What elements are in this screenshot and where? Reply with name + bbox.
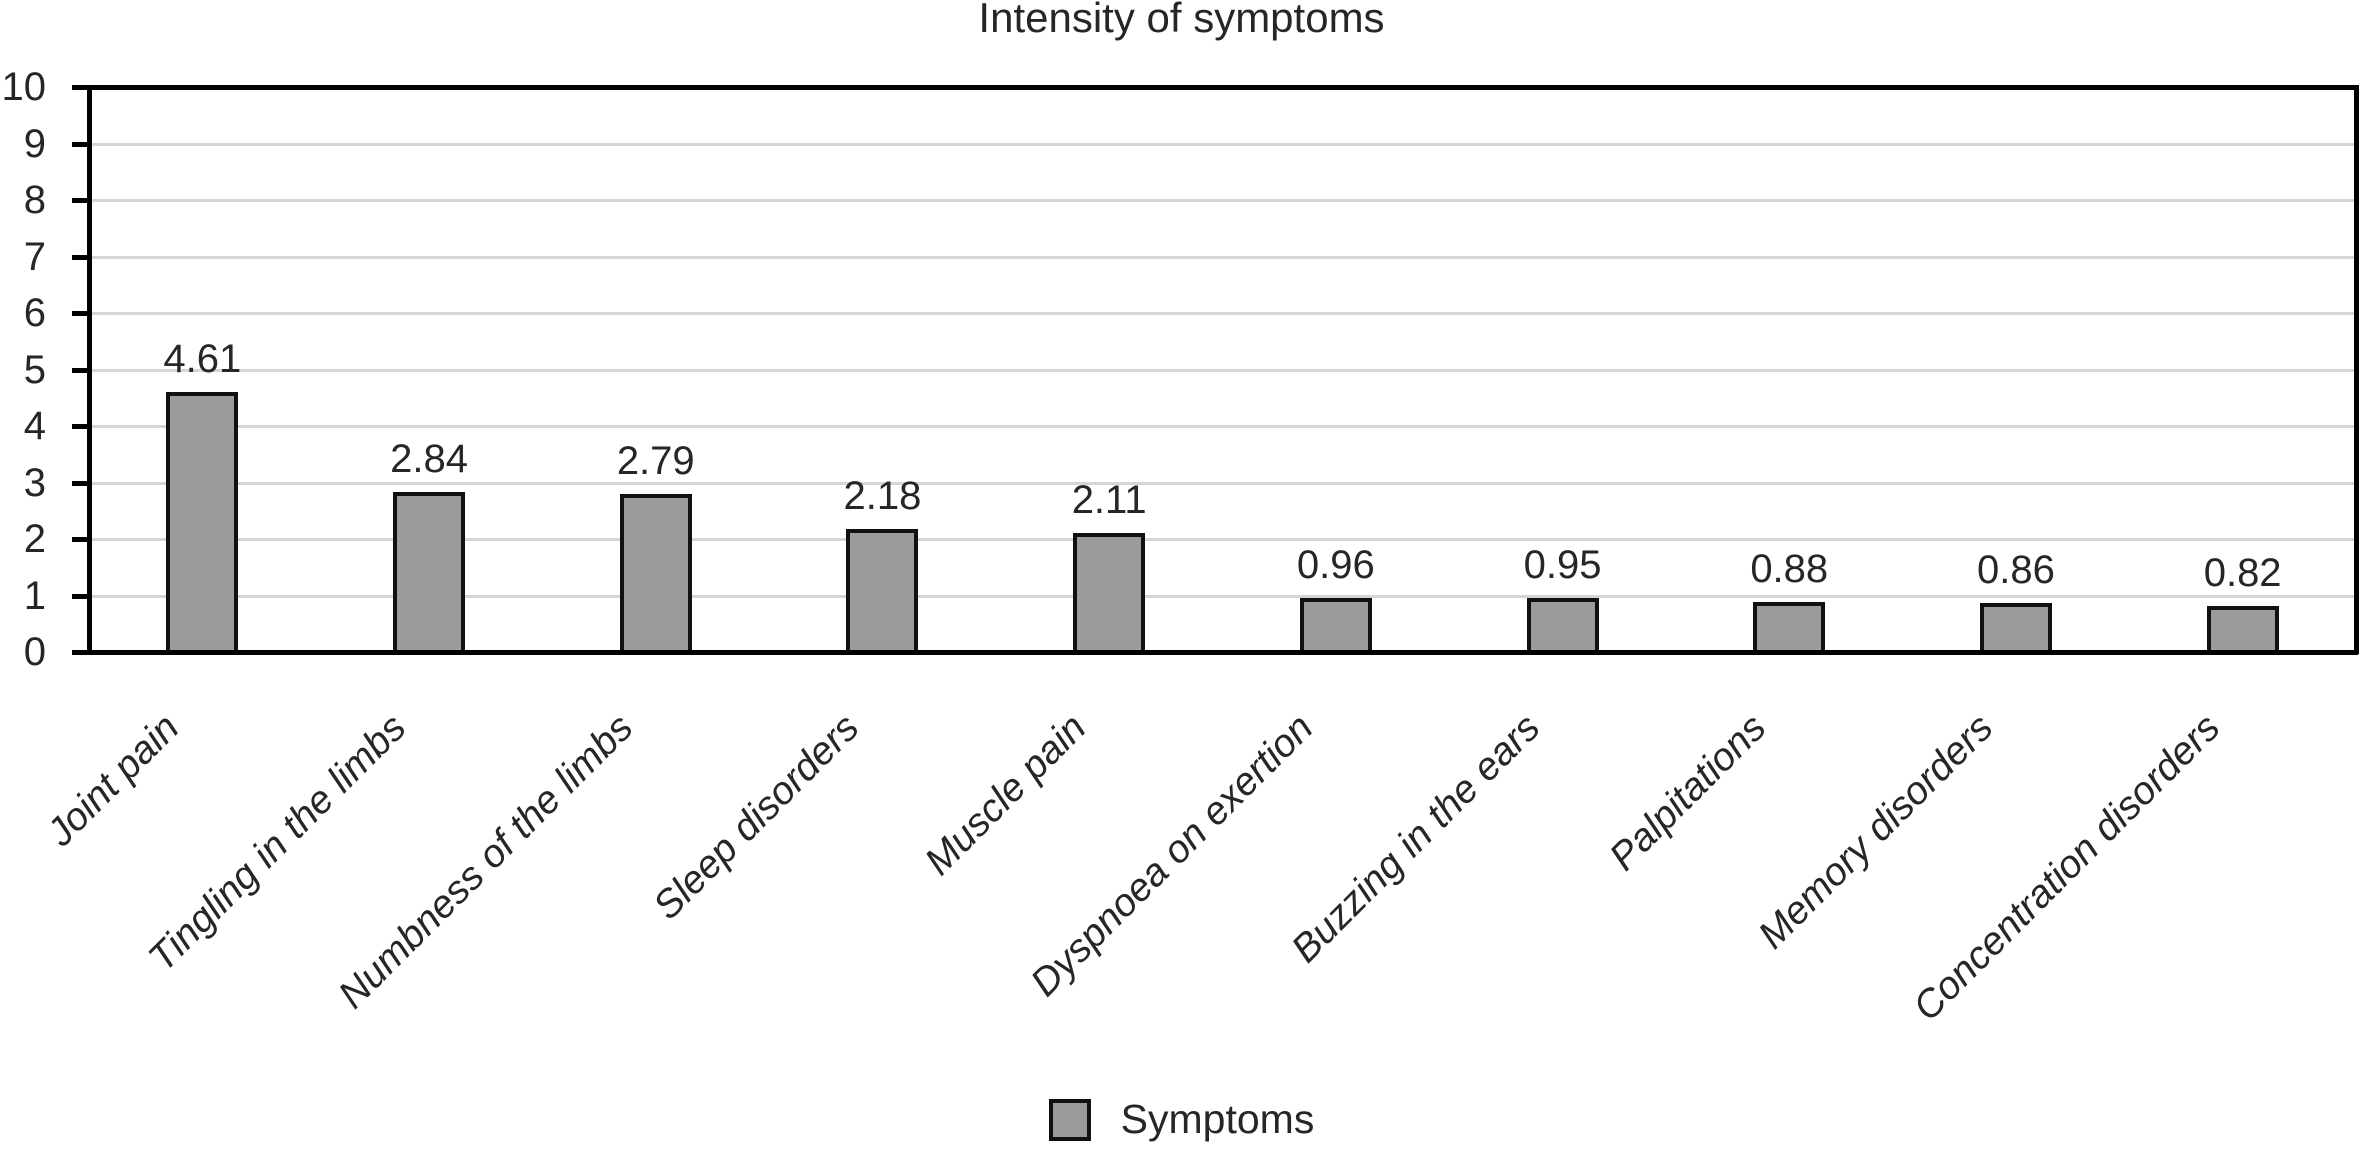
y-axis-tick-label: 7	[23, 234, 46, 279]
y-axis-tick	[72, 480, 89, 486]
y-axis-tick	[72, 537, 89, 542]
y-axis-tick-label: 3	[23, 460, 46, 505]
h-gridline	[89, 425, 2356, 428]
x-axis-label-buzzing-in-the-ears: Buzzing in the ears	[1282, 706, 1548, 971]
h-gridline	[89, 255, 2356, 259]
y-axis-tick	[72, 85, 89, 90]
legend-label: Symptoms	[1120, 1096, 1315, 1142]
y-axis-tick-label: 10	[1, 65, 47, 109]
x-axis-label-muscle-pain: Muscle pain	[916, 706, 1095, 884]
bar-sleep-disorders	[846, 528, 919, 654]
x-axis-label-joint-pain: Joint pain	[39, 706, 188, 855]
x-axis-line	[72, 650, 2358, 655]
bar-palpitations	[1753, 602, 1826, 654]
bar-concentration-disorders	[2206, 605, 2279, 654]
legend: Symptoms	[0, 1096, 2363, 1143]
h-gridline	[89, 481, 2356, 485]
bar-dyspnoea-on-exertion	[1299, 597, 1372, 654]
y-axis-tick-label: 5	[23, 347, 46, 392]
value-label-muscle-pain: 2.11	[1071, 477, 1147, 522]
bar-memory-disorders	[1979, 603, 2052, 654]
y-axis-tick	[72, 424, 89, 429]
legend-swatch-icon	[1048, 1098, 1091, 1141]
bar-numbness-of-the-limbs	[619, 494, 692, 654]
y-axis-tick-label: 1	[23, 573, 46, 618]
y-axis-tick-label: 8	[23, 178, 46, 222]
y-axis-tick-label: 6	[23, 291, 46, 335]
h-gridline	[89, 594, 2356, 598]
y-axis-tick	[72, 198, 89, 203]
value-label-sleep-disorders: 2.18	[843, 473, 922, 518]
y-axis-tick	[72, 367, 89, 373]
y-axis-tick-label: 0	[23, 630, 46, 674]
bar-tingling-in-the-limbs	[393, 491, 466, 654]
bar-joint-pain	[166, 391, 239, 654]
value-label-joint-pain: 4.61	[163, 336, 242, 381]
y-axis-tick	[72, 254, 89, 260]
x-axis-label-memory-disorders: Memory disorders	[1750, 706, 2002, 958]
y-axis-tick-label: 9	[23, 121, 46, 166]
plot-right-border	[2354, 85, 2359, 654]
y-axis-tick	[72, 141, 89, 147]
x-axis-label-tingling-in-the-limbs: Tingling in the limbs	[140, 706, 415, 980]
y-axis-tick-label: 4	[23, 404, 46, 448]
value-label-tingling-in-the-limbs: 2.84	[390, 436, 468, 481]
value-label-palpitations: 0.88	[1750, 547, 1829, 592]
y-axis-tick-label: 2	[23, 517, 46, 561]
value-label-concentration-disorders: 0.82	[2203, 550, 2282, 595]
h-gridline	[89, 538, 2356, 541]
bar-buzzing-in-the-ears	[1526, 598, 1599, 654]
value-label-memory-disorders: 0.86	[1977, 548, 2055, 593]
y-axis-tick	[72, 593, 89, 599]
h-gridline	[89, 368, 2356, 372]
plot-top-border	[87, 85, 2358, 90]
x-axis-label-palpitations: Palpitations	[1601, 706, 1775, 879]
y-axis-tick	[72, 311, 89, 316]
value-label-numbness-of-the-limbs: 2.79	[616, 439, 695, 484]
chart-title: Intensity of symptoms	[978, 0, 1385, 41]
y-axis-tick	[72, 650, 89, 655]
bar-muscle-pain	[1073, 532, 1146, 654]
value-label-dyspnoea-on-exertion: 0.96	[1296, 542, 1375, 587]
value-label-buzzing-in-the-ears: 0.95	[1523, 543, 1602, 588]
h-gridline	[89, 199, 2356, 202]
h-gridline	[89, 312, 2356, 315]
h-gridline	[89, 142, 2356, 146]
x-axis-label-sleep-disorders: Sleep disorders	[645, 706, 868, 929]
y-axis-line	[87, 85, 92, 654]
